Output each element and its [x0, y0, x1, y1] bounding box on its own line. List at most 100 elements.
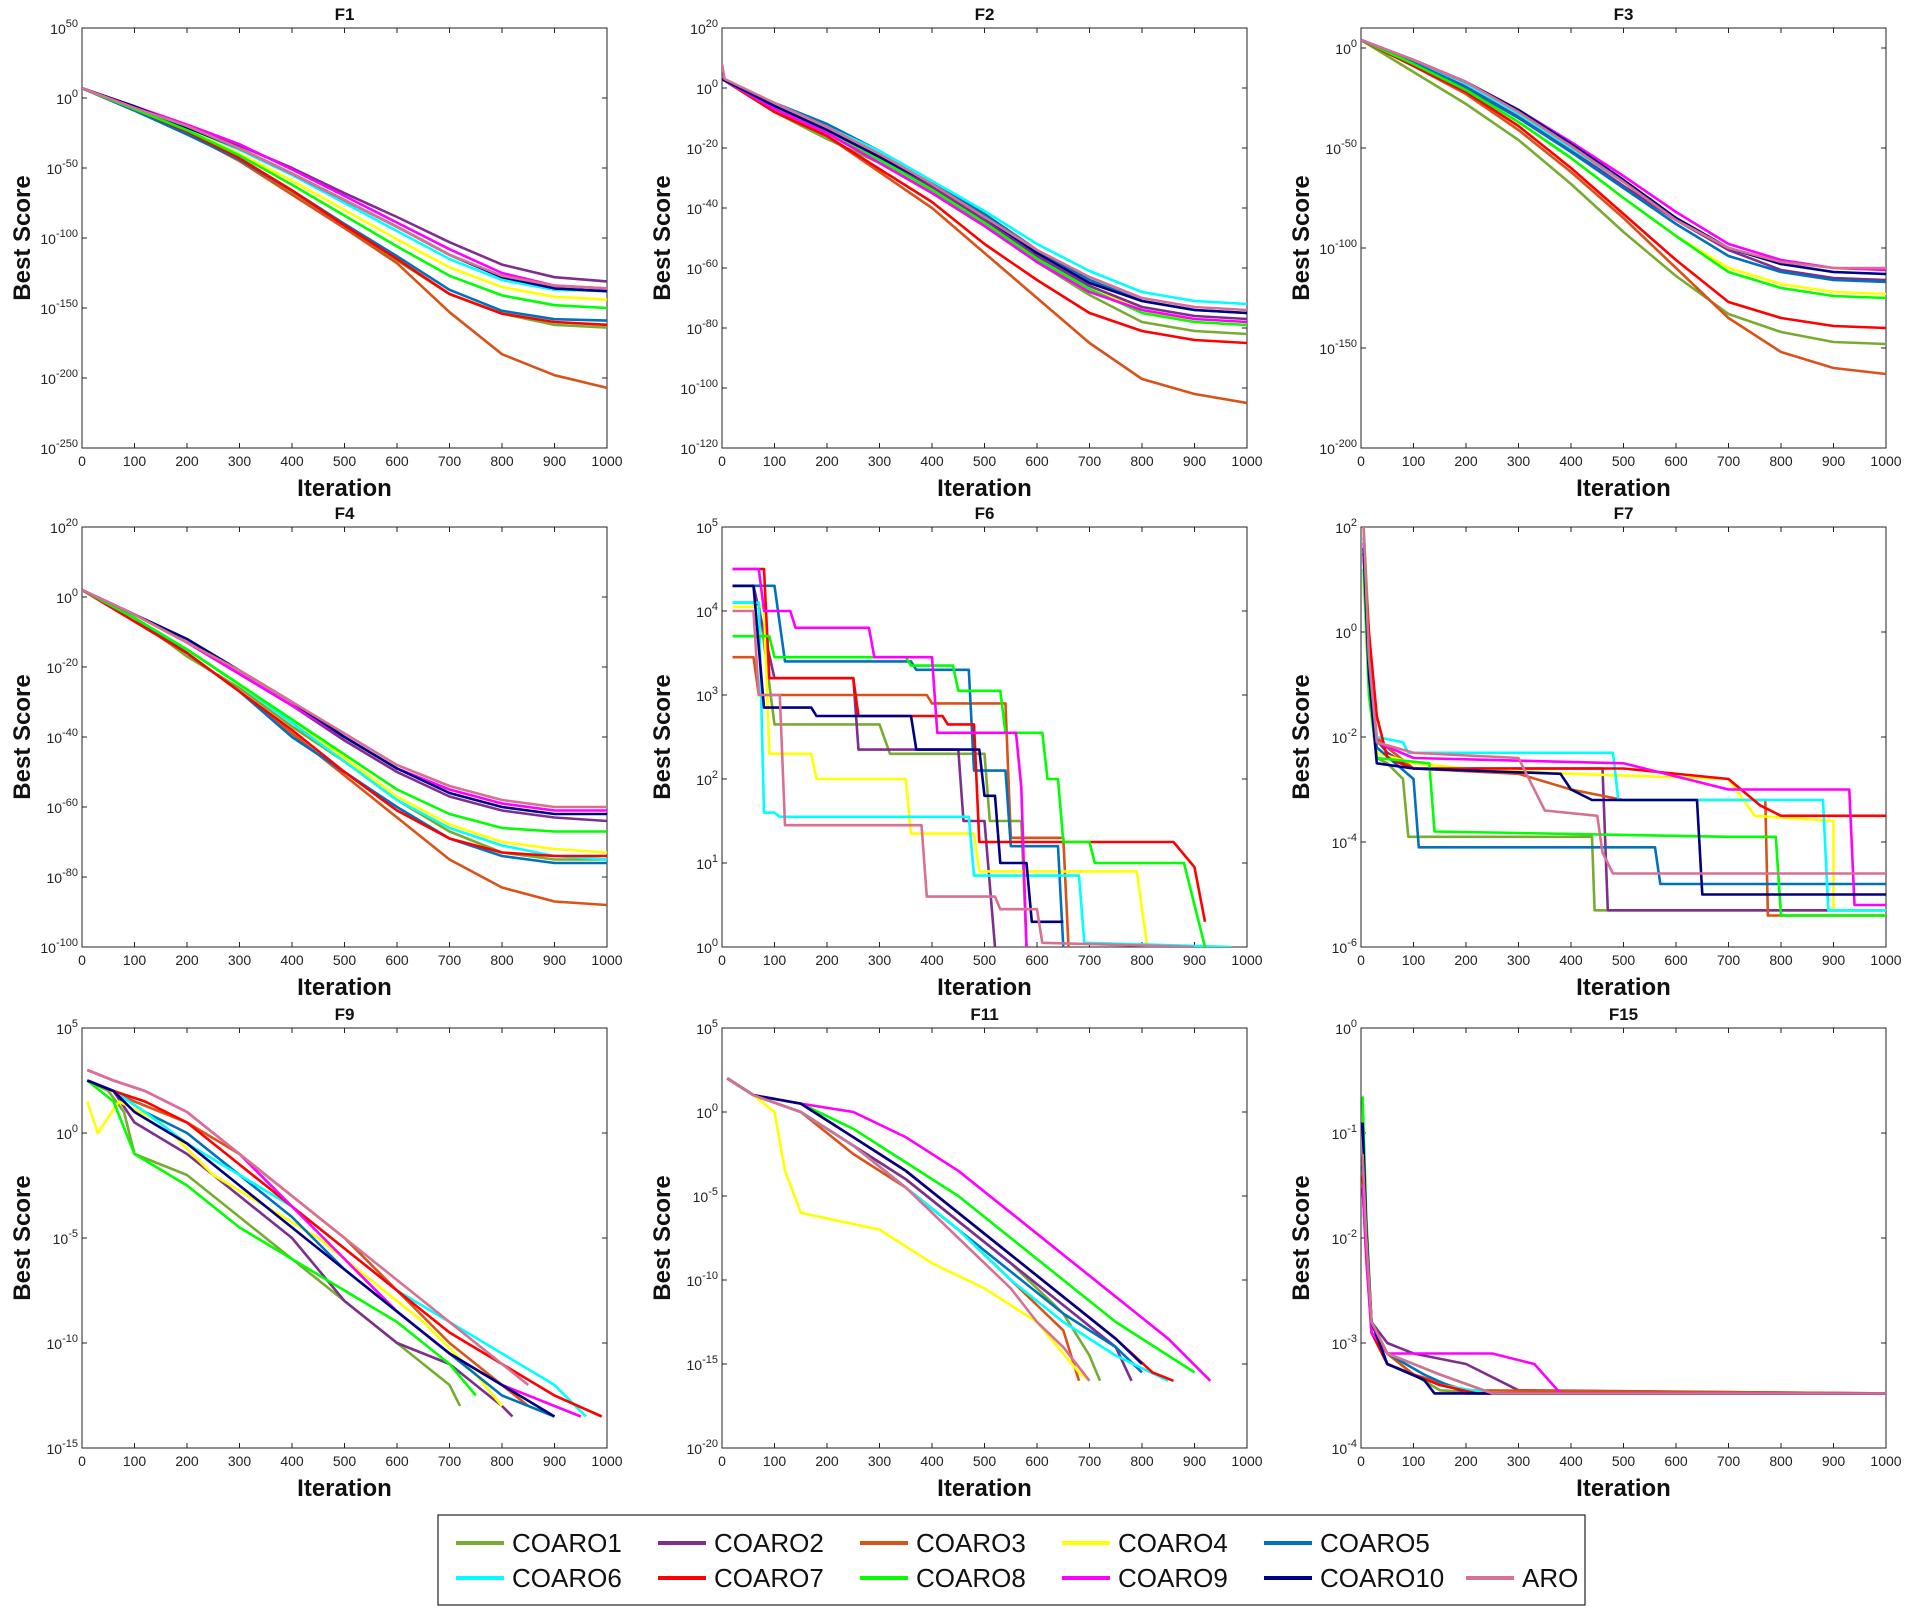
y-tick-label: 10-200: [40, 368, 78, 387]
y-tick-label: 100: [696, 1102, 718, 1121]
y-tick-label: 1050: [50, 18, 78, 37]
x-tick-label: 100: [1402, 1453, 1426, 1469]
series-line-coaro10: [86, 1079, 556, 1418]
panel-title: F3: [1614, 5, 1634, 24]
x-tick-label: 0: [1357, 1453, 1365, 1469]
y-tick-label: 10-50: [1326, 138, 1357, 157]
y-tick-label: 102: [1335, 517, 1357, 536]
legend-item-coaro5: COARO5: [1264, 1528, 1430, 1558]
x-tick-label: 300: [1507, 952, 1531, 968]
legend-label: COARO1: [512, 1528, 622, 1558]
x-tick-label: 500: [1612, 453, 1636, 469]
panel-f1: F1 0 100 200 300 400 500 600 700 800 900 1000 1050 10…: [9, 5, 623, 502]
y-tick-label: 10-250: [40, 438, 78, 457]
legend-item-coaro9: COARO9: [1062, 1563, 1228, 1593]
x-tick-label: 1000: [1231, 952, 1262, 968]
legend-box: [437, 1514, 1586, 1606]
x-axis-label: Iteration: [1576, 974, 1671, 1001]
x-tick-label: 600: [1664, 453, 1688, 469]
x-tick-label: 0: [78, 1453, 86, 1469]
y-tick-label: 100: [1335, 38, 1357, 57]
legend-item-coaro6: COARO6: [456, 1563, 622, 1593]
legend-item-coaro3: COARO3: [860, 1528, 1026, 1558]
series-line-coaro2: [86, 1079, 514, 1418]
series-line-coaro9: [732, 567, 1028, 947]
legend-item-coaro2: COARO2: [658, 1528, 824, 1558]
y-tick-label: 100: [696, 937, 718, 956]
y-tick-label: 10-60: [687, 258, 718, 277]
y-tick-label: 105: [56, 1018, 78, 1037]
y-tick-label: 10-50: [47, 158, 78, 177]
series-group: [1362, 527, 1886, 917]
x-axis-label: Iteration: [297, 475, 392, 502]
series-group: [86, 1068, 603, 1418]
series-group: [82, 86, 607, 390]
x-tick-label: 900: [543, 952, 567, 968]
x-tick-label: 800: [1130, 453, 1154, 469]
x-tick-label: 1000: [1231, 1453, 1262, 1469]
y-tick-label: 10-15: [47, 1438, 78, 1457]
y-tick-label: 100: [56, 88, 78, 107]
legend-label: ARO: [1522, 1563, 1578, 1593]
y-tick-label: 10-200: [1319, 438, 1357, 457]
x-tick-label: 900: [1183, 1453, 1207, 1469]
x-tick-label: 200: [815, 1453, 839, 1469]
x-tick-label: 100: [1402, 453, 1426, 469]
series-line-coaro7: [722, 77, 1247, 345]
legend-item-aro: ARO: [1466, 1563, 1578, 1593]
series-line-coaro10: [1362, 547, 1886, 896]
series-line-aro: [1361, 1153, 1886, 1395]
plot-area: [1360, 526, 1887, 948]
x-axis-label: Iteration: [937, 974, 1032, 1001]
legend-label: COARO8: [916, 1563, 1026, 1593]
x-tick-label: 800: [490, 1453, 514, 1469]
x-tick-label: 500: [973, 453, 997, 469]
x-axis-label: Iteration: [937, 475, 1032, 502]
legend-item-coaro7: COARO7: [658, 1563, 824, 1593]
series-line-aro: [82, 86, 607, 290]
x-tick-label: 100: [123, 453, 147, 469]
y-tick-label: 10-15: [687, 1354, 718, 1373]
y-tick-label: 10-20: [687, 1438, 718, 1457]
y-tick-label: 1020: [690, 18, 718, 37]
panel-f6: F60 100 200 300 400 500 600 700 800 900 1000105104…: [649, 504, 1263, 1001]
series-line-coaro7: [732, 567, 1207, 923]
y-tick-label: 10-40: [47, 727, 78, 746]
legend-label: COARO3: [916, 1528, 1026, 1558]
y-axis-label: Best Score: [9, 674, 36, 799]
x-tick-label: 700: [1717, 453, 1741, 469]
series-line-coaro5: [1361, 38, 1886, 284]
series-line-aro: [722, 63, 1247, 312]
x-tick-label: 700: [1078, 453, 1102, 469]
series-line-coaro7: [1361, 38, 1886, 330]
panel-f7: F7 0 100 200 300 400 500 600 700 800 900 1000 102 100…: [1288, 504, 1902, 1001]
x-axis-label: Iteration: [297, 1475, 392, 1502]
y-tick-label: 10-1: [1332, 1123, 1357, 1142]
plot-area: [721, 27, 1248, 449]
y-tick-label: 10-5: [693, 1186, 718, 1205]
series-line-coaro7: [86, 1079, 603, 1418]
series-line-coaro8: [82, 588, 607, 833]
x-tick-label: 200: [175, 453, 199, 469]
x-tick-label: 800: [1130, 1453, 1154, 1469]
panel-title: F15: [1609, 1005, 1638, 1024]
panel-title: F1: [335, 5, 355, 24]
y-tick-label: 10-100: [40, 228, 78, 247]
x-tick-label: 900: [1822, 453, 1846, 469]
x-tick-label: 900: [1183, 952, 1207, 968]
x-tick-label: 500: [333, 1453, 357, 1469]
panel-f3: F3 0 100 200 300 400 500 600 700 800 900 1000 100 10-…: [1288, 5, 1902, 502]
y-tick-label: 100: [56, 1123, 78, 1142]
x-tick-label: 300: [228, 952, 252, 968]
x-tick-label: 200: [1454, 1453, 1478, 1469]
series-line-coaro1: [1361, 38, 1886, 346]
series-line-coaro10: [732, 584, 1064, 924]
x-tick-label: 300: [1507, 453, 1531, 469]
x-axis-label: Iteration: [297, 974, 392, 1001]
x-tick-label: 1000: [1231, 453, 1262, 469]
x-tick-label: 700: [1717, 952, 1741, 968]
x-tick-label: 200: [175, 1453, 199, 1469]
x-tick-label: 400: [1559, 1453, 1583, 1469]
y-tick-label: 10-2: [1332, 1228, 1357, 1247]
x-tick-label: 100: [763, 1453, 787, 1469]
